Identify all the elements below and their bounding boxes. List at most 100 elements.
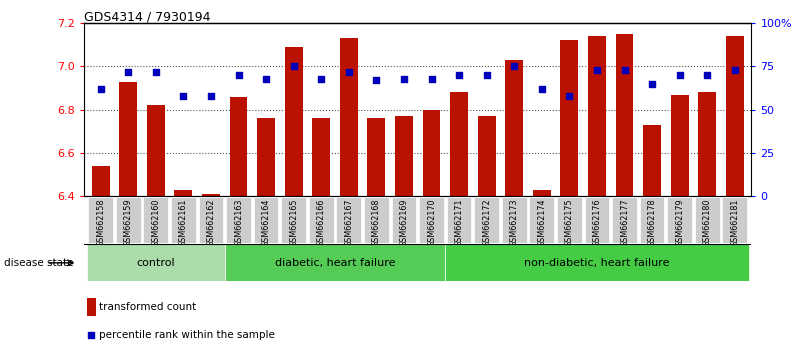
Text: GSM662165: GSM662165 xyxy=(289,199,298,247)
Text: GSM662158: GSM662158 xyxy=(96,199,105,247)
Point xyxy=(85,332,98,338)
Point xyxy=(260,76,272,81)
Text: GSM662169: GSM662169 xyxy=(400,199,409,247)
Bar xyxy=(91,166,110,196)
Bar xyxy=(87,298,96,316)
Point xyxy=(481,72,493,78)
Text: diabetic, heart failure: diabetic, heart failure xyxy=(275,258,395,268)
Point xyxy=(535,86,548,92)
Point xyxy=(149,69,162,74)
Text: GSM662164: GSM662164 xyxy=(262,199,271,247)
Point xyxy=(288,64,300,69)
Point xyxy=(701,72,714,78)
Point xyxy=(646,81,658,87)
Point xyxy=(425,76,438,81)
FancyBboxPatch shape xyxy=(88,198,113,243)
Point xyxy=(342,69,355,74)
Bar xyxy=(147,105,165,196)
Text: control: control xyxy=(136,258,175,268)
Text: GSM662174: GSM662174 xyxy=(537,199,546,247)
FancyBboxPatch shape xyxy=(501,198,526,243)
FancyBboxPatch shape xyxy=(612,198,637,243)
FancyBboxPatch shape xyxy=(723,198,747,243)
FancyBboxPatch shape xyxy=(254,198,279,243)
Text: GSM662181: GSM662181 xyxy=(731,199,739,247)
Bar xyxy=(670,95,689,196)
FancyBboxPatch shape xyxy=(694,198,719,243)
FancyBboxPatch shape xyxy=(419,198,444,243)
FancyBboxPatch shape xyxy=(336,198,361,243)
Bar xyxy=(395,116,413,196)
FancyBboxPatch shape xyxy=(309,198,334,243)
Text: GSM662175: GSM662175 xyxy=(565,199,574,247)
FancyBboxPatch shape xyxy=(281,198,306,243)
Bar xyxy=(340,38,358,196)
Text: GSM662159: GSM662159 xyxy=(123,199,133,247)
FancyBboxPatch shape xyxy=(640,198,665,243)
FancyBboxPatch shape xyxy=(557,198,582,243)
Point xyxy=(508,64,521,69)
FancyBboxPatch shape xyxy=(171,198,195,243)
Point xyxy=(563,93,576,99)
Text: disease state: disease state xyxy=(4,258,74,268)
Bar xyxy=(284,47,303,196)
Bar xyxy=(202,194,220,196)
Text: GSM662162: GSM662162 xyxy=(207,199,215,247)
Bar xyxy=(368,119,385,196)
FancyBboxPatch shape xyxy=(199,198,223,243)
Bar xyxy=(312,119,330,196)
Text: GSM662172: GSM662172 xyxy=(482,199,491,247)
Point xyxy=(674,72,686,78)
Bar xyxy=(119,81,137,196)
Bar xyxy=(257,119,275,196)
Point xyxy=(315,76,328,81)
Bar xyxy=(175,190,192,196)
Text: transformed count: transformed count xyxy=(99,302,196,312)
Bar xyxy=(643,125,661,196)
FancyBboxPatch shape xyxy=(445,244,749,281)
Point xyxy=(122,69,135,74)
Bar xyxy=(450,92,468,196)
Point xyxy=(453,72,465,78)
Bar xyxy=(230,97,248,196)
Bar xyxy=(533,190,551,196)
Text: GSM662179: GSM662179 xyxy=(675,199,684,247)
Point xyxy=(728,67,741,73)
Text: GSM662160: GSM662160 xyxy=(151,199,160,247)
Bar xyxy=(423,110,441,196)
Text: GSM662178: GSM662178 xyxy=(647,199,657,247)
Point xyxy=(370,78,383,83)
Bar xyxy=(615,34,634,196)
Point xyxy=(397,76,410,81)
Text: GSM662171: GSM662171 xyxy=(455,199,464,247)
FancyBboxPatch shape xyxy=(667,198,692,243)
FancyBboxPatch shape xyxy=(392,198,417,243)
Bar xyxy=(698,92,716,196)
Text: percentile rank within the sample: percentile rank within the sample xyxy=(99,330,275,340)
FancyBboxPatch shape xyxy=(87,244,225,281)
Point xyxy=(204,93,217,99)
Text: GSM662180: GSM662180 xyxy=(702,199,712,247)
Text: GSM662173: GSM662173 xyxy=(509,199,519,247)
FancyBboxPatch shape xyxy=(529,198,554,243)
FancyBboxPatch shape xyxy=(474,198,499,243)
Text: non-diabetic, heart failure: non-diabetic, heart failure xyxy=(524,258,670,268)
Bar xyxy=(477,116,496,196)
FancyBboxPatch shape xyxy=(226,198,251,243)
Text: GSM662176: GSM662176 xyxy=(593,199,602,247)
Text: GDS4314 / 7930194: GDS4314 / 7930194 xyxy=(84,11,211,24)
Point xyxy=(590,67,603,73)
FancyBboxPatch shape xyxy=(116,198,141,243)
Text: GSM662166: GSM662166 xyxy=(316,199,326,247)
Text: GSM662168: GSM662168 xyxy=(372,199,380,247)
FancyBboxPatch shape xyxy=(225,244,445,281)
Point xyxy=(95,86,107,92)
FancyBboxPatch shape xyxy=(585,198,610,243)
Bar xyxy=(726,36,744,196)
Point xyxy=(177,93,190,99)
Text: GSM662170: GSM662170 xyxy=(427,199,436,247)
Text: GSM662177: GSM662177 xyxy=(620,199,629,247)
Text: GSM662167: GSM662167 xyxy=(344,199,353,247)
FancyBboxPatch shape xyxy=(364,198,388,243)
Bar xyxy=(505,60,523,196)
